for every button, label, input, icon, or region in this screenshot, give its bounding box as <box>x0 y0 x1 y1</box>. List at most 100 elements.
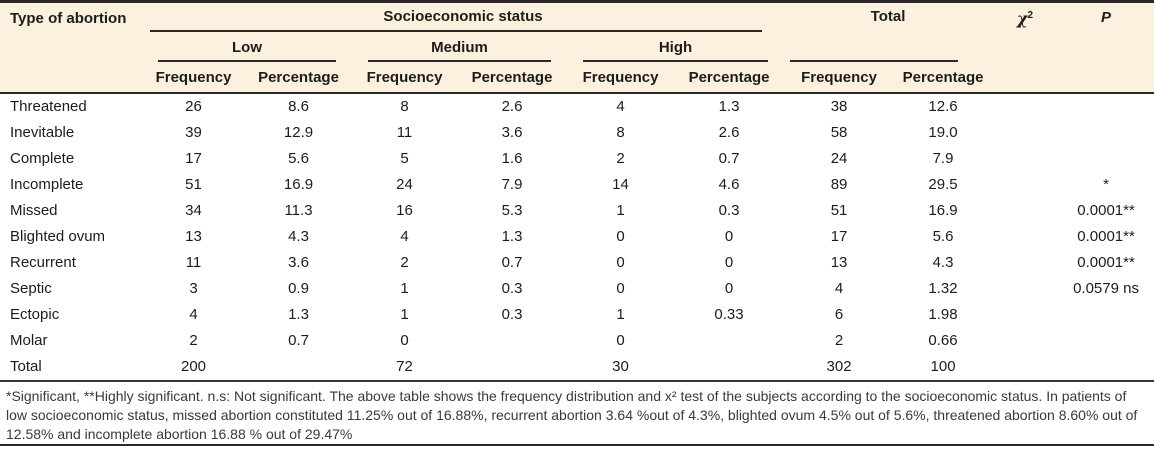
cell-tot_p: 4.3 <box>894 249 993 276</box>
cell-p <box>1058 119 1154 146</box>
cell-med_f: 1 <box>352 301 457 328</box>
cell-tot_f: 302 <box>784 353 895 380</box>
cell-high_f: 4 <box>567 92 674 120</box>
cell-low_p: 0.9 <box>245 275 352 302</box>
cell-low_p: 0.7 <box>245 327 352 354</box>
cell-med_p: 1.3 <box>457 223 567 250</box>
cell-high_f: 8 <box>567 119 674 146</box>
cell-low_p: 16.9 <box>245 171 352 198</box>
table-row: Ectopic 4 1.3 1 0.3 1 0.33 6 1.98 <box>0 301 1154 328</box>
cell-med_p <box>457 353 567 380</box>
cell-low_f: 34 <box>142 197 245 224</box>
cell-chi <box>992 145 1059 172</box>
cell-tot_f: 58 <box>784 119 895 146</box>
cell-low_p: 11.3 <box>245 197 352 224</box>
table-row: Threatened 26 8.6 8 2.6 4 1.3 38 12.6 <box>0 92 1154 120</box>
table-row: Recurrent 11 3.6 2 0.7 0 0 13 4.3 0.0001** <box>0 249 1154 276</box>
subheader-total-frequency: Frequency <box>784 62 895 94</box>
socioeconomic-status-label: Socioeconomic status <box>383 8 543 26</box>
total-underline <box>790 60 959 63</box>
table-row: Missed 34 11.3 16 5.3 1 0.3 51 16.9 0.0001** <box>0 197 1154 224</box>
cell-high_f: 1 <box>567 197 674 224</box>
table-row: Blighted ovum 13 4.3 4 1.3 0 0 17 5.6 0.0001** <box>0 223 1154 250</box>
cell-p <box>1058 327 1154 354</box>
header-row-2: Low Medium High <box>0 32 1154 63</box>
medium-label: Medium <box>431 38 488 56</box>
p-value-label: P <box>1101 9 1112 26</box>
cell-med_f: 2 <box>352 249 457 276</box>
cell-low_f: 4 <box>142 301 245 328</box>
abortion-frequency-table: Type of abortion Socioeconomic status To… <box>0 0 1154 380</box>
table-row: Incomplete 51 16.9 24 7.9 14 4.6 89 29.5 * <box>0 171 1154 198</box>
cell-chi <box>992 197 1059 224</box>
cell-chi <box>992 249 1059 276</box>
row-label-type-of-abortion: Recurrent <box>0 249 142 276</box>
table-row: Inevitable 39 12.9 11 3.6 8 2.6 58 19.0 <box>0 119 1154 146</box>
cell-p: 0.0001** <box>1058 249 1154 276</box>
cell-med_f: 8 <box>352 92 457 120</box>
cell-low_p: 4.3 <box>245 223 352 250</box>
col-header-total: Total <box>784 1 993 63</box>
cell-med_p: 1.6 <box>457 145 567 172</box>
header-row-1: Type of abortion Socioeconomic status To… <box>0 1 1154 94</box>
cell-p <box>1058 353 1154 380</box>
cell-low_f: 2 <box>142 327 245 354</box>
cell-tot_p: 1.32 <box>894 275 993 302</box>
cell-chi <box>992 275 1059 302</box>
cell-tot_f: 6 <box>784 301 895 328</box>
subheader-medium-frequency: Frequency <box>352 62 457 94</box>
cell-high_f: 30 <box>567 353 674 380</box>
subheader-medium-percentage: Percentage <box>457 62 567 94</box>
row-label-type-of-abortion: Blighted ovum <box>0 223 142 250</box>
cell-chi <box>992 119 1059 146</box>
cell-tot_f: 2 <box>784 327 895 354</box>
cell-high_f: 0 <box>567 275 674 302</box>
cell-high_f: 1 <box>567 301 674 328</box>
medium-underline <box>368 59 551 62</box>
col-header-chi-square: χ2 <box>992 1 1059 94</box>
cell-high_p: 1.3 <box>674 92 785 120</box>
cell-high_f: 2 <box>567 145 674 172</box>
cell-tot_f: 51 <box>784 197 895 224</box>
row-label-type-of-abortion: Missed <box>0 197 142 224</box>
high-label: High <box>658 38 693 56</box>
cell-low_f: 11 <box>142 249 245 276</box>
cell-high_p: 0.7 <box>674 145 785 172</box>
chi-square-label: χ2 <box>1016 9 1034 28</box>
cell-tot_f: 17 <box>784 223 895 250</box>
row-label-type-of-abortion: Ectopic <box>0 301 142 328</box>
cell-p <box>1058 301 1154 328</box>
cell-tot_f: 38 <box>784 92 895 120</box>
cell-med_p: 0.3 <box>457 275 567 302</box>
cell-low_f: 26 <box>142 92 245 120</box>
subheader-total-percentage: Percentage <box>894 62 993 94</box>
cell-med_f: 16 <box>352 197 457 224</box>
cell-p <box>1058 92 1154 120</box>
cell-low_p: 12.9 <box>245 119 352 146</box>
cell-med_p: 3.6 <box>457 119 567 146</box>
cell-tot_f: 13 <box>784 249 895 276</box>
cell-low_p: 8.6 <box>245 92 352 120</box>
cell-low_p: 1.3 <box>245 301 352 328</box>
cell-tot_p: 12.6 <box>894 92 993 120</box>
cell-high_p: 0 <box>674 249 785 276</box>
cell-med_f: 1 <box>352 275 457 302</box>
cell-low_p: 3.6 <box>245 249 352 276</box>
cell-med_p: 5.3 <box>457 197 567 224</box>
cell-tot_p: 7.9 <box>894 145 993 172</box>
cell-med_p <box>457 327 567 354</box>
cell-high_p: 0.33 <box>674 301 785 328</box>
cell-tot_f: 89 <box>784 171 895 198</box>
cell-chi <box>992 223 1059 250</box>
subheader-high-frequency: Frequency <box>567 62 674 94</box>
table-row: Molar 2 0.7 0 0 2 0.66 <box>0 327 1154 354</box>
cell-high_p: 0.3 <box>674 197 785 224</box>
cell-high_p: 0 <box>674 223 785 250</box>
cell-low_p <box>245 353 352 380</box>
table-footnote: *Significant, **Highly significant. n.s:… <box>0 379 1154 446</box>
subheader-low-frequency: Frequency <box>142 62 245 94</box>
total-label: Total <box>870 8 906 26</box>
row-label-type-of-abortion: Incomplete <box>0 171 142 198</box>
cell-chi <box>992 92 1059 120</box>
